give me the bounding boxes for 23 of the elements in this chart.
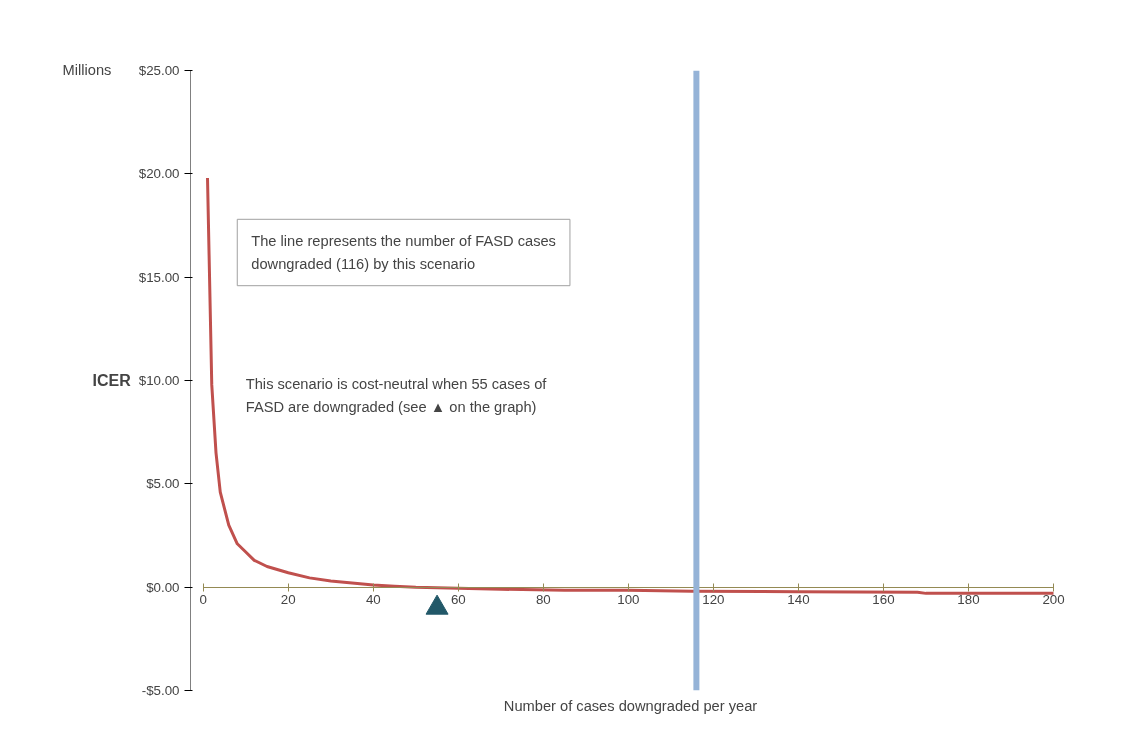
annotation: The line represents the number of FASD cases downgraded (116) by this scenario <box>251 233 556 272</box>
annotation: This scenario is cost-neutral when 55 cases of FASD are downgraded (see ▲ on the graph) <box>245 376 548 415</box>
y-tick-label: $15.00 <box>138 269 180 285</box>
x-tick-label: 20 <box>280 592 296 608</box>
y-tick-label: $0.00 <box>146 579 180 595</box>
y-tick-label: $10.00 <box>138 373 180 388</box>
x-tick-label: 200 <box>1042 592 1065 608</box>
x-tick-label: 60 <box>450 592 466 608</box>
y-tick-label: $25.00 <box>138 63 180 78</box>
x-tick-label: 180 <box>957 592 980 608</box>
x-tick-label: 120 <box>702 592 725 608</box>
y-axis-title: ICER <box>92 372 132 389</box>
y-tick-label: $20.00 <box>138 166 180 182</box>
x-tick-label: 0 <box>199 592 207 608</box>
x-tick-label: 100 <box>617 592 640 608</box>
y-tick-label: $5.00 <box>146 476 180 492</box>
x-tick-label: 80 <box>535 592 551 608</box>
text: Millions <box>62 61 112 78</box>
x-tick-label: 40 <box>365 592 381 608</box>
x-tick-label: 160 <box>872 592 895 608</box>
y-tick-label: -$5.00 <box>141 683 180 698</box>
x-axis-title: Number of cases downgraded per year <box>503 697 758 714</box>
x-tick-label: 140 <box>787 592 810 608</box>
